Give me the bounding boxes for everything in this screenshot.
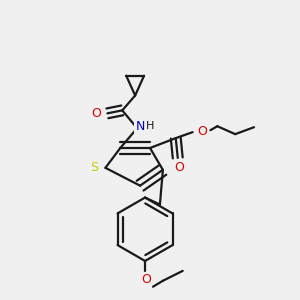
Text: O: O [174, 161, 184, 174]
Text: O: O [141, 273, 151, 286]
Text: S: S [91, 161, 98, 174]
Text: H: H [146, 121, 154, 131]
Text: O: O [92, 107, 101, 120]
Text: N: N [135, 120, 145, 133]
Text: O: O [198, 125, 207, 138]
